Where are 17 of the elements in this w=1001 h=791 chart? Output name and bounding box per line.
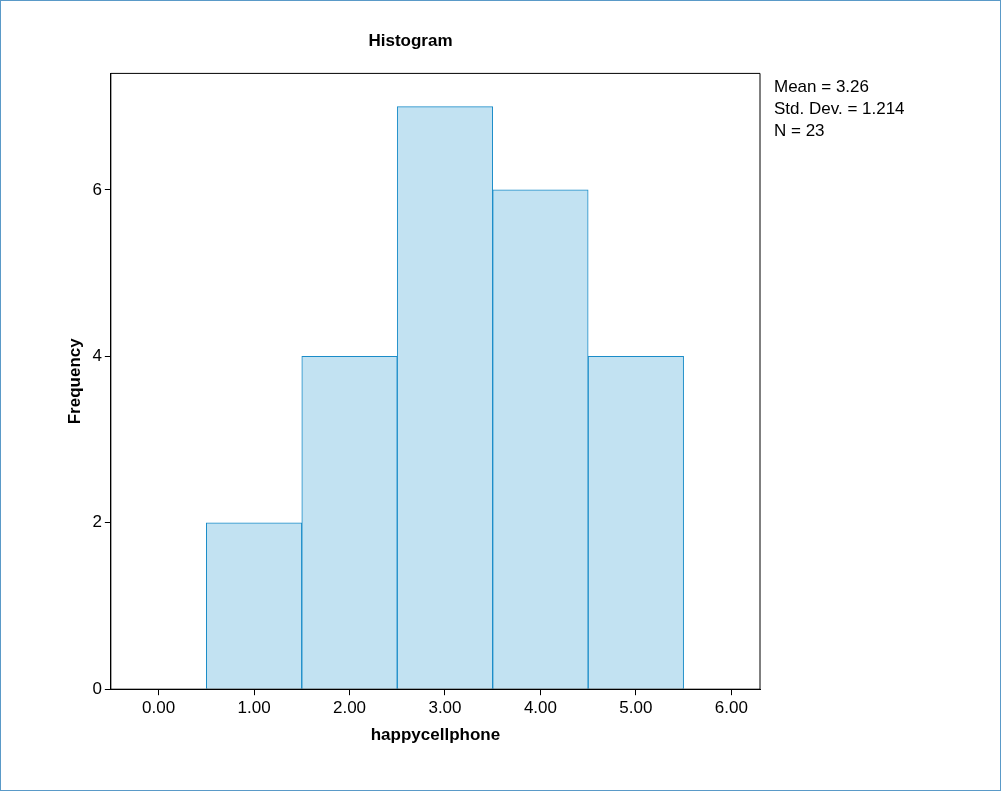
x-tick-label: 6.00 (714, 698, 748, 718)
text: N = 23 (774, 120, 825, 140)
chart-title: Histogram (368, 30, 453, 50)
x-tick-label: 3.00 (428, 698, 462, 718)
x-tick-label: 4.00 (523, 698, 557, 718)
y-tick-label: 0 (92, 678, 102, 698)
x-tick-label: 0.00 (142, 698, 176, 718)
x-tick-label: 1.00 (237, 698, 271, 718)
x-axis-title: happycellphone (370, 725, 501, 745)
y-tick-label: 4 (92, 346, 102, 366)
x-tick-label: 2.00 (332, 698, 367, 718)
y-tick-label: 6 (92, 179, 102, 199)
x-tick-label: 5.00 (619, 698, 653, 718)
text: Std. Dev. = 1.214 (774, 98, 905, 118)
text: Mean = 3.26 (774, 76, 869, 96)
y-tick-label: 2 (92, 512, 102, 532)
y-axis-title: Frequency (64, 337, 84, 425)
